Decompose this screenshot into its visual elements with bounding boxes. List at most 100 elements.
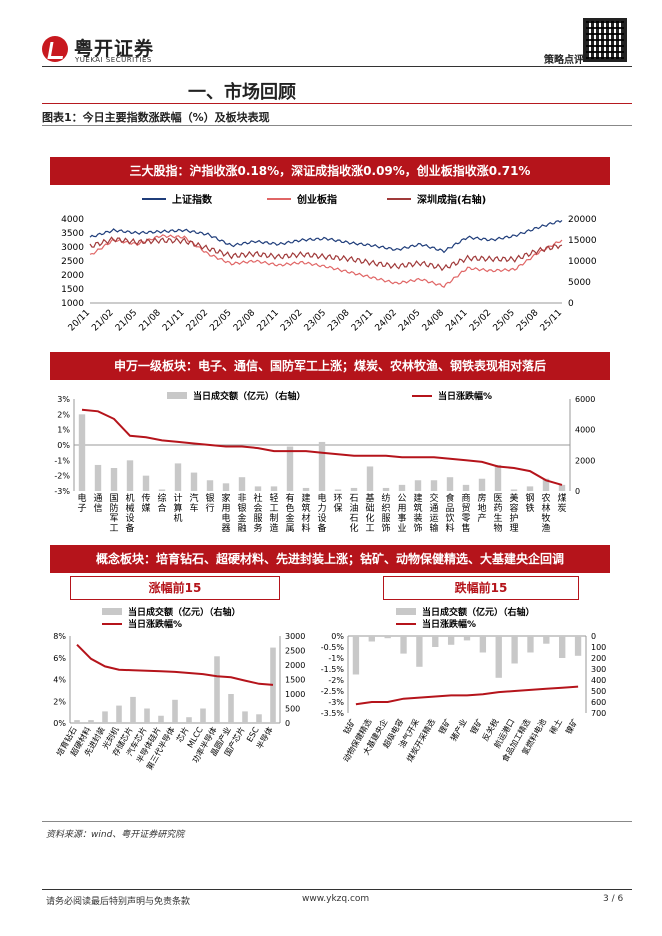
volume-bar <box>88 720 94 723</box>
category-label: 轻 <box>269 492 278 504</box>
volume-bar <box>270 486 278 491</box>
change-line <box>81 408 563 486</box>
y-left-tick: -2.5% <box>321 687 345 696</box>
category-label: 食 <box>445 492 454 504</box>
sector-banner: 申万一级板块：电子、通信、国防军工上涨；煤炭、农林牧渔、钢铁表现相对落后 <box>50 352 610 380</box>
volume-bar <box>228 694 234 723</box>
y-left-tick: 4000 <box>61 215 84 225</box>
x-tick: 25/05 <box>492 308 517 333</box>
category-label: 力 <box>317 502 326 514</box>
volume-bar <box>447 636 455 645</box>
volume-bar <box>242 711 248 723</box>
volume-bar <box>446 477 454 491</box>
volume-bar <box>206 480 214 491</box>
volume-bar <box>174 463 182 491</box>
y-left-tick: -3% <box>328 698 344 707</box>
category-label: 零 <box>461 513 470 524</box>
category-label: 通 <box>429 503 438 514</box>
figure-caption: 图表1：今日主要指数涨跌幅（%）及板块表现 <box>42 111 270 124</box>
category-label: 饰 <box>381 522 390 534</box>
category-label: 建 <box>301 492 310 504</box>
x-tick: 20/11 <box>67 308 92 333</box>
series-line-2 <box>89 236 563 272</box>
category-label: 非 <box>237 492 246 504</box>
volume-bar <box>542 478 550 491</box>
volume-bar <box>384 636 391 639</box>
category-label: 防 <box>109 502 118 514</box>
y-left-tick: -3.5% <box>321 709 345 718</box>
volume-bar <box>130 696 136 723</box>
volume-bar <box>158 489 166 491</box>
category-label: 车 <box>189 502 198 514</box>
category-label: 制 <box>269 512 278 524</box>
y-right-tick: 15000 <box>568 236 597 246</box>
y-right-tick: 1000 <box>285 690 305 699</box>
category-label: 物 <box>493 522 502 534</box>
category-label: 农 <box>541 492 550 504</box>
gainers-chart: 8%6%4%2%0%300025002000150010005000培育钻石超硬… <box>53 606 305 771</box>
footer-rule <box>42 889 632 890</box>
category-label: 品 <box>445 503 454 514</box>
category-label: 镍矿 <box>563 717 580 736</box>
category-label: 料 <box>301 522 310 534</box>
y-right-tick: 0 <box>575 487 580 496</box>
logo-english: YUEKAI SECURITIES <box>75 56 152 64</box>
footer-page-number: 3 / 6 <box>603 894 624 904</box>
category-label: 石 <box>349 494 358 504</box>
y-left-tick: 0% <box>57 441 70 450</box>
category-label: 商 <box>461 492 470 504</box>
x-tick: 22/02 <box>185 308 210 333</box>
volume-bar <box>110 468 118 491</box>
y-right-tick: 10000 <box>568 257 597 267</box>
category-label: 装 <box>413 512 422 524</box>
category-label: 机 <box>125 492 134 504</box>
volume-bar <box>382 487 390 491</box>
category-label: 服 <box>253 513 262 524</box>
source-rule <box>42 821 632 822</box>
x-tick: 23/08 <box>326 308 352 334</box>
volume-bar <box>102 711 108 723</box>
x-tick: 23/05 <box>303 308 328 333</box>
category-label: 锂矿 <box>468 717 485 736</box>
category-label: 交 <box>429 492 438 504</box>
volume-bar <box>74 720 80 723</box>
volume-bar <box>190 472 198 491</box>
volume-bar <box>463 636 471 641</box>
y-right-tick: 300 <box>591 665 606 674</box>
legend-label: 当日成交额（亿元）（右轴） <box>193 390 306 402</box>
category-label: 保 <box>333 502 342 514</box>
section-title: 一、市场回顾 <box>188 82 296 103</box>
volume-bar <box>430 480 438 491</box>
volume-bar <box>352 636 360 675</box>
volume-bar <box>94 464 102 491</box>
y-right-tick: 500 <box>591 687 606 696</box>
top-gainers-header: 涨幅前15 <box>70 576 280 600</box>
category-label: 设 <box>317 513 326 524</box>
legend-label: 当日涨跌幅% <box>422 618 476 630</box>
footer-website[interactable]: www.ykzq.com <box>302 894 370 904</box>
category-label: 合 <box>157 502 166 514</box>
series-line-0 <box>89 219 563 254</box>
y-left-tick: 0% <box>53 719 66 728</box>
x-tick: 25/11 <box>539 308 564 333</box>
category-label: 料 <box>445 522 454 534</box>
volume-bar <box>368 636 375 642</box>
category-label: 银 <box>237 502 246 514</box>
category-label: 金 <box>285 512 294 524</box>
category-label: 生 <box>493 512 502 524</box>
yuekai-logo: 粤开证券 YUEKAI SECURITIES <box>42 34 192 64</box>
category-label: 石 <box>349 514 358 524</box>
category-label: 公 <box>397 493 406 504</box>
category-label: 算 <box>173 502 182 514</box>
volume-bar <box>200 708 206 723</box>
category-label: 机 <box>173 512 182 524</box>
legend-label: 上证指数 <box>172 193 213 206</box>
y-right-tick: 0 <box>285 719 290 728</box>
category-label: 运 <box>429 513 438 524</box>
volume-bar <box>527 636 534 653</box>
category-label: 电 <box>221 512 230 524</box>
y-right-tick: 600 <box>591 698 606 707</box>
volume-bar <box>400 636 407 654</box>
category-label: 信 <box>93 502 102 514</box>
category-label: 有 <box>285 492 294 504</box>
